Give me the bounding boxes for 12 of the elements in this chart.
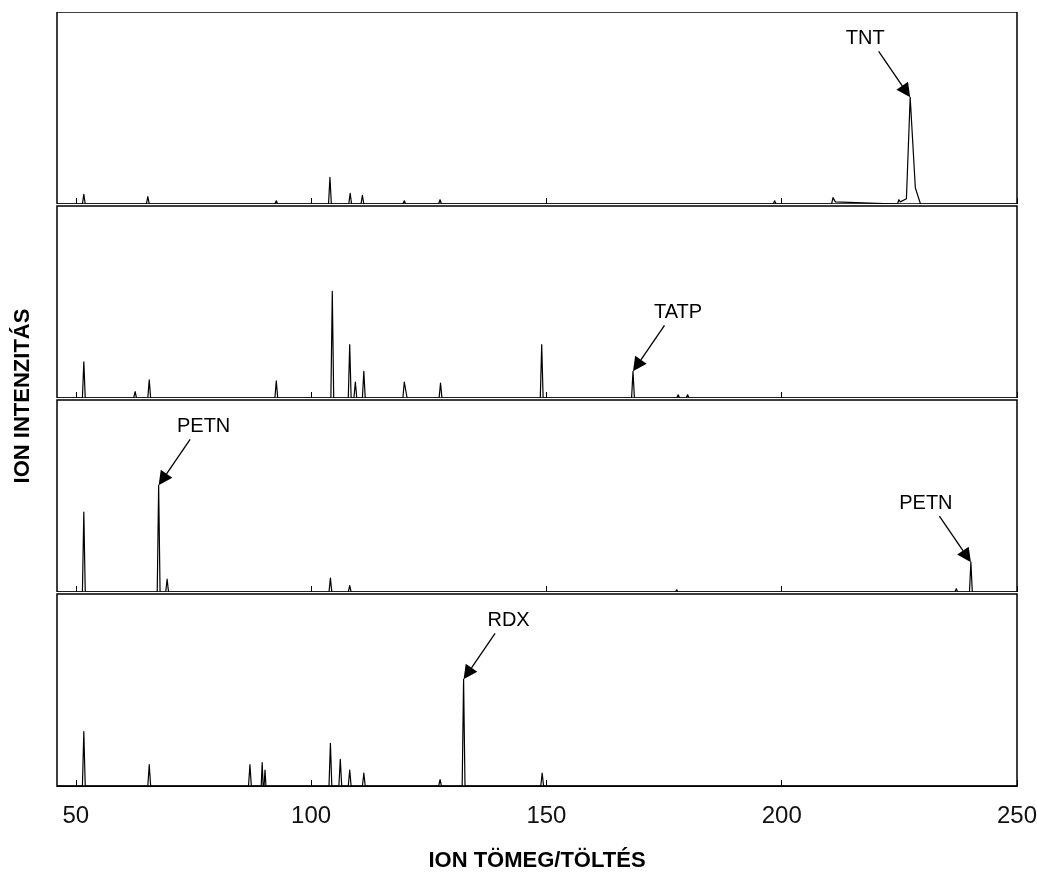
annotation: RDX	[487, 608, 530, 631]
x-tick-label: 50	[62, 800, 90, 828]
annotation: PETN	[899, 491, 953, 514]
x-tick-label: 250	[996, 800, 1037, 828]
annotation: PETN	[176, 414, 231, 437]
y-axis-title: ION INTENZITÁS	[9, 308, 35, 484]
annotation: TATP	[653, 300, 703, 323]
x-tick-label: 200	[761, 800, 802, 828]
x-tick-label: 150	[526, 800, 567, 828]
x-axis-title: ION TÖMEG/TÖLTÉS	[428, 846, 646, 872]
x-tick-label: 100	[291, 800, 332, 828]
annotation: TNT	[845, 26, 885, 49]
